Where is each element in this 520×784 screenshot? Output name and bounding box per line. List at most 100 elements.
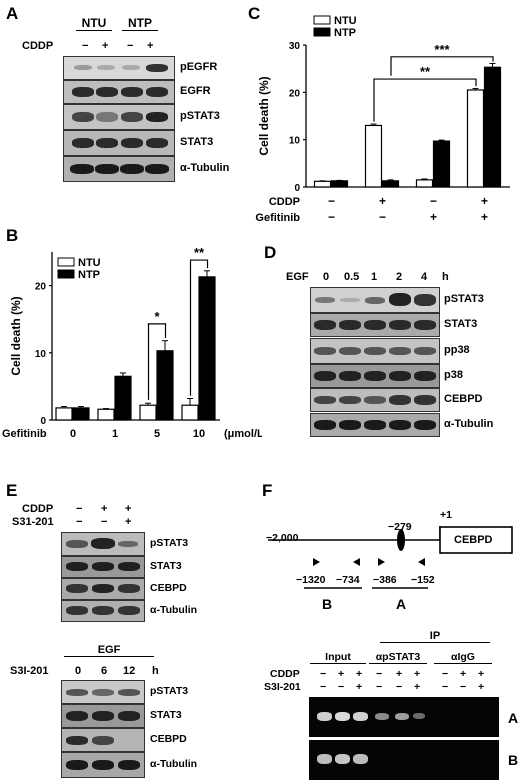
y-tick-label: 20 — [35, 282, 47, 293]
gel-mark: − — [396, 681, 403, 693]
bar — [415, 179, 434, 188]
s3i-201-label: S3I-201 — [10, 665, 49, 677]
bar — [313, 180, 332, 188]
bar — [198, 276, 216, 421]
significance-bracket — [147, 323, 167, 400]
blot-d-cebpd — [310, 388, 440, 412]
bar — [330, 180, 349, 188]
bar — [466, 89, 485, 188]
gene-box — [439, 526, 513, 554]
timepoint: 2 — [396, 271, 403, 283]
blot-label: STAT3 — [180, 136, 214, 148]
mark: + — [125, 503, 132, 515]
x-tick-label: 10 — [193, 428, 205, 440]
bar — [156, 350, 174, 421]
gene-label: CEBPD — [454, 534, 493, 546]
group-ntu-label: NTU — [76, 16, 112, 31]
y-axis-label: Cell death (%) — [9, 296, 23, 375]
panel-label-f: F — [262, 481, 273, 500]
blot-d-p38 — [310, 364, 440, 388]
legend-label: NTU — [78, 257, 101, 269]
blot-e-pstat3 — [61, 532, 145, 556]
legend-label: NTP — [334, 27, 356, 39]
bar — [55, 407, 73, 421]
y-tick-label: 0 — [294, 183, 300, 194]
gel-mark: + — [478, 668, 485, 680]
row-mark: − — [430, 194, 437, 208]
gel-mark: + — [414, 668, 421, 680]
mark: − — [76, 516, 83, 528]
blot-e2-tubulin — [61, 752, 145, 778]
row-label: CDDP — [269, 196, 300, 208]
timepoint: 6 — [101, 665, 108, 677]
bar — [483, 66, 502, 188]
blot-e2-stat3 — [61, 704, 145, 728]
primer-arrow-a-rev — [418, 558, 425, 566]
blot-e-cebpd — [61, 578, 145, 600]
x-unit-label: (μmol/L) — [224, 428, 262, 440]
cddp-label: CDDP — [270, 668, 300, 680]
blot-label: pSTAT3 — [444, 293, 484, 305]
y-tick-label: 20 — [289, 88, 301, 99]
significance-label: * — [154, 309, 160, 324]
x-tick-label: 1 — [112, 428, 118, 440]
bar — [381, 180, 400, 188]
row-mark: − — [328, 194, 335, 208]
gel-mark: + — [414, 681, 421, 693]
bar — [432, 140, 451, 188]
primer-label: −734 — [336, 574, 360, 586]
significance-label: *** — [434, 42, 450, 57]
panel-label-d: D — [264, 243, 277, 262]
blot-d-stat3 — [310, 313, 440, 337]
mark: + — [125, 516, 132, 528]
gel-mark: − — [442, 681, 449, 693]
significance-label: ** — [420, 64, 431, 79]
row-mark: + — [430, 210, 437, 224]
gel-mark: − — [460, 681, 467, 693]
y-tick-label: 0 — [40, 416, 46, 427]
timepoint: 0 — [75, 665, 82, 677]
hour-unit: h — [442, 271, 449, 283]
timepoint: 0.5 — [344, 271, 360, 283]
blot-label: CEBPD — [150, 733, 187, 745]
group-ntp-label: NTP — [122, 16, 158, 31]
legend-label: NTP — [78, 269, 100, 281]
mark: − — [76, 503, 83, 515]
blot-tubulin — [63, 156, 175, 182]
blot-pegfr — [63, 56, 175, 80]
panel-label-e: E — [6, 481, 18, 500]
legend-swatch — [313, 15, 331, 25]
gel-row-b-label: B — [508, 752, 519, 768]
row-mark: − — [379, 210, 386, 224]
blot-label: pEGFR — [180, 61, 218, 73]
blot-label: p38 — [444, 369, 463, 381]
row-mark: + — [481, 210, 488, 224]
primer-arrow-b-fwd — [313, 558, 320, 566]
y-tick-label: 10 — [289, 136, 301, 147]
gel-mark: − — [376, 668, 383, 680]
gel-mark: − — [442, 668, 449, 680]
blot-label: STAT3 — [444, 318, 478, 330]
gel-row-a-label: A — [508, 710, 519, 726]
gel-mark: + — [356, 681, 363, 693]
blot-e2-pstat3 — [61, 680, 145, 704]
timepoint: 1 — [371, 271, 378, 283]
blot-d-tubulin — [310, 413, 440, 437]
blot-label: α-Tubulin — [150, 758, 198, 770]
group-input: Input — [310, 651, 366, 664]
bar — [72, 407, 90, 421]
egf-label: EGF — [286, 271, 309, 283]
bar — [97, 408, 115, 421]
group-igg: αIgG — [434, 651, 492, 664]
gel-mark: + — [356, 668, 363, 680]
blot-e2-cebpd — [61, 728, 145, 752]
blot-label: pSTAT3 — [150, 685, 189, 697]
gel-mark: + — [460, 668, 467, 680]
bar — [139, 404, 157, 421]
significance-bracket — [373, 78, 477, 122]
significance-bracket — [189, 259, 209, 396]
blot-label: EGFR — [180, 85, 211, 97]
legend-swatch — [57, 269, 75, 279]
cddp-label: CDDP — [22, 503, 54, 515]
